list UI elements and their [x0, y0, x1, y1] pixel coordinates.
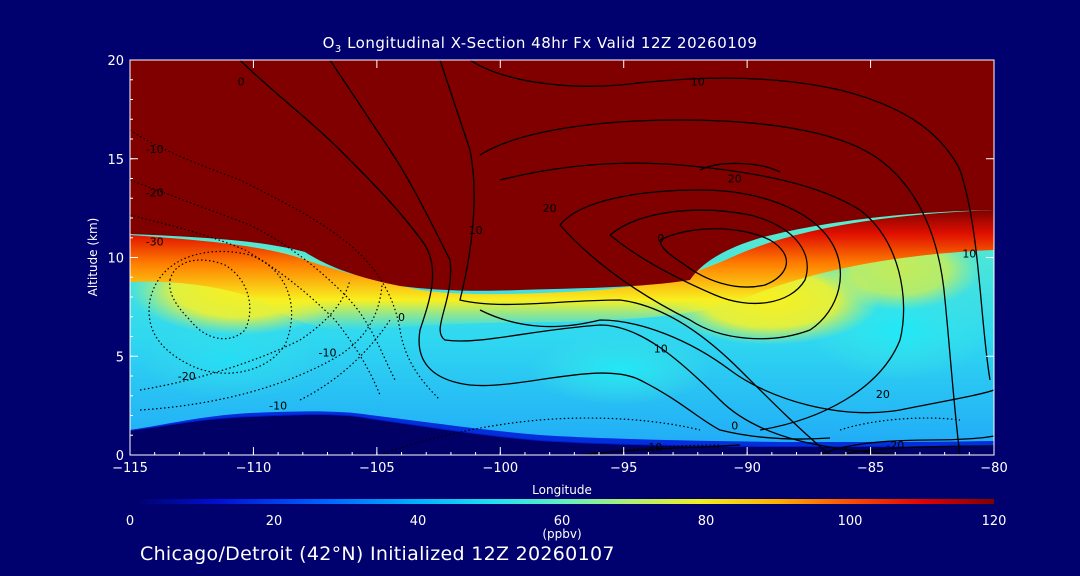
contour-label: -10: [146, 143, 164, 156]
contour-label: -30: [146, 236, 164, 249]
contour-label: -10: [644, 441, 662, 454]
colorbar: 0 20 40 60 80 100 120 (ppbv): [126, 499, 1007, 541]
colorbar-tick-label: 40: [410, 514, 427, 529]
contour-label: -20: [178, 370, 196, 383]
x-tick-label: −105: [359, 461, 395, 476]
contour-label: 10: [962, 248, 976, 261]
y-tick-label: 20: [107, 54, 124, 69]
negative-contours: [130, 129, 961, 455]
contour-label: -10: [269, 400, 287, 413]
title-suffix: Longitudinal X-Section 48hr Fx Valid 12Z…: [341, 34, 758, 52]
x-tick-label: −85: [857, 461, 884, 476]
colorbar-tick-label: 100: [838, 514, 863, 529]
title-subscript: 3: [334, 44, 342, 55]
contour-label: 10: [691, 76, 705, 89]
chart-title: O3 Longitudinal X-Section 48hr Fx Valid …: [0, 34, 1080, 55]
x-tick-label: −100: [482, 461, 518, 476]
colorbar-unit-label: (ppbv): [542, 527, 581, 541]
contour-label: 20: [543, 202, 557, 215]
x-tick-label: −115: [112, 461, 148, 476]
contour-label: -10: [319, 346, 337, 359]
contour-label: 0: [731, 419, 738, 432]
y-tick-label: 0: [116, 449, 124, 464]
title-prefix: O: [322, 34, 335, 52]
x-tick-label: −95: [610, 461, 637, 476]
concentration-field: 0 10 -10 -20 -30 20 20 10 0 10 0 -10 -20 -10 10 20 0 -10 -…: [130, 60, 994, 455]
y-tick-label: 15: [107, 153, 124, 168]
y-axis-label: Altitude (km): [86, 218, 100, 297]
contour-label: 10: [654, 342, 668, 355]
y-axis: 0 5 10 15 20: [107, 54, 994, 464]
contour-label: 20: [876, 388, 890, 401]
colorbar-tick-label: 60: [554, 514, 571, 529]
colorbar-ticks: 0 20 40 60 80 100 120: [126, 514, 1007, 529]
colorbar-tick-label: 120: [982, 514, 1007, 529]
colorbar-tick-label: 80: [698, 514, 715, 529]
x-tick-label: −90: [733, 461, 760, 476]
y-tick-label: 5: [116, 350, 124, 365]
contour-label: 10: [469, 224, 483, 237]
colorbar-tick-label: 0: [126, 514, 134, 529]
positive-contours: [239, 60, 994, 455]
footer-caption: Chicago/Detroit (42°N) Initialized 12Z 2…: [140, 543, 615, 565]
x-axis-label: Longitude: [532, 483, 592, 497]
x-axis: −115 −110 −105 −100 −95 −90 −85 −80: [112, 60, 1008, 476]
contour-label: -20: [886, 439, 904, 452]
contour-label: 0: [398, 311, 405, 324]
x-tick-label: −80: [980, 461, 1007, 476]
y-tick-label: 10: [107, 252, 124, 267]
colorbar-tick-label: 20: [266, 514, 283, 529]
contour-labels: 0 10 -10 -20 -30 20 20 10 0 10 0 -10 -20 -10 10 20 0 -10 -…: [146, 76, 977, 454]
contour-label: -20: [146, 186, 164, 199]
x-tick-label: −110: [236, 461, 272, 476]
contour-label: 20: [728, 173, 742, 186]
contour-label: 0: [657, 232, 664, 245]
colorbar-gradient: [130, 499, 994, 504]
contour-label: 0: [238, 76, 245, 89]
